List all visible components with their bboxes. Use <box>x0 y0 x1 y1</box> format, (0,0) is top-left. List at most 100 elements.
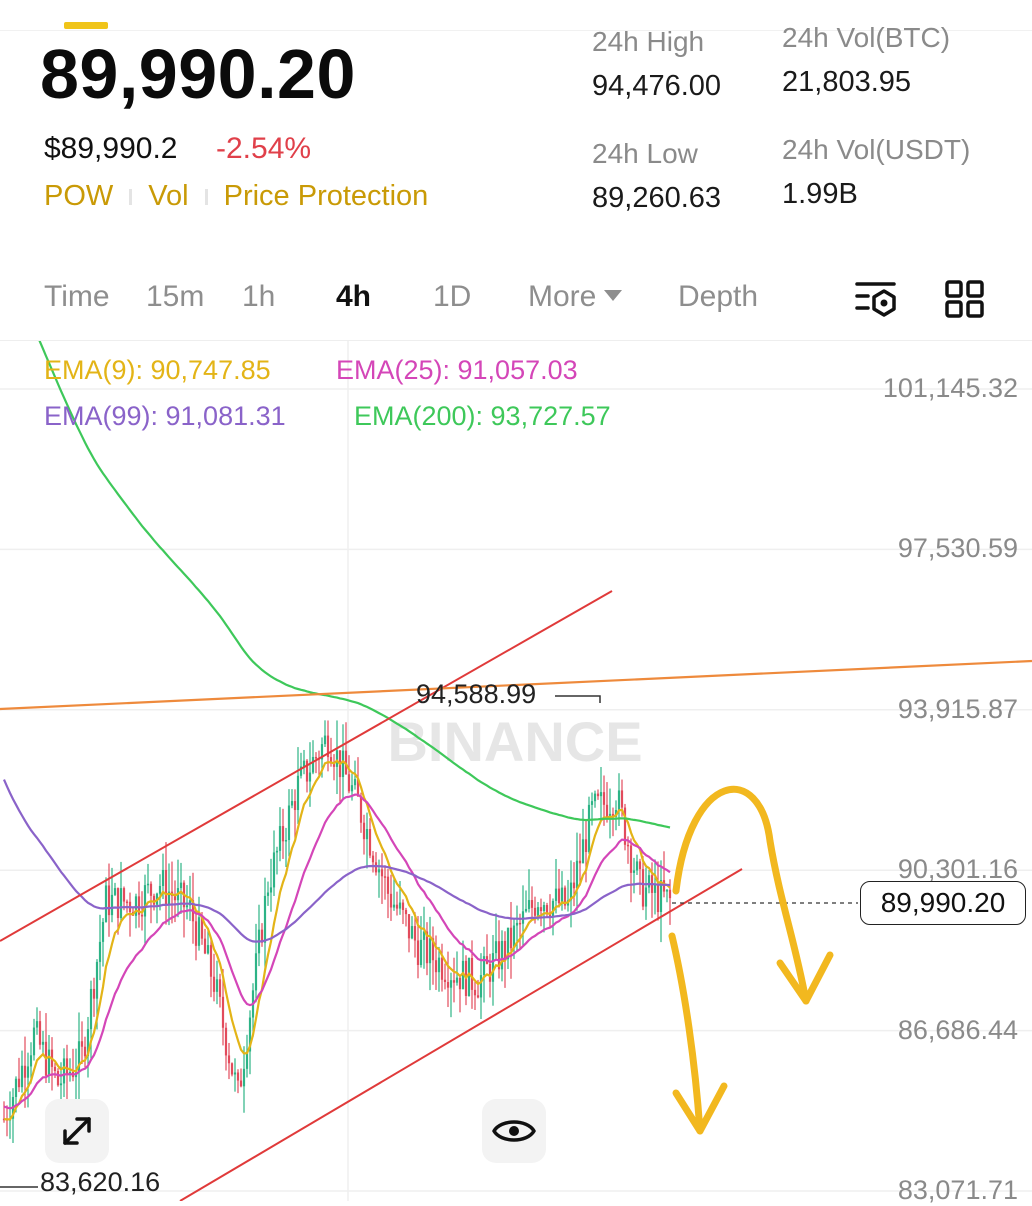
price-axis-tick: 90,301.16 <box>897 854 1018 884</box>
candle-body <box>248 1017 252 1052</box>
candle-body <box>554 888 558 901</box>
candle-body <box>26 1066 30 1078</box>
high-marker-label: 94,588.99 <box>416 679 537 709</box>
price-axis-tick: 97,530.59 <box>897 533 1018 563</box>
candle-body <box>644 887 648 907</box>
candle-body <box>428 938 432 964</box>
visibility-toggle-button[interactable] <box>482 1099 546 1163</box>
candle-body <box>440 957 444 980</box>
candle-body <box>374 862 378 873</box>
candle-body <box>107 885 111 916</box>
candle-body <box>632 870 636 873</box>
tab-1d[interactable]: 1D <box>433 280 472 313</box>
candle-body <box>227 1055 231 1064</box>
candle-body <box>194 921 198 946</box>
candle-body <box>434 960 438 973</box>
arrow-bounce-path <box>672 785 810 1005</box>
candle-body <box>311 756 315 773</box>
candle-body <box>383 876 387 878</box>
candle-body <box>278 826 282 851</box>
tab-more-label: More <box>528 280 597 313</box>
candle-body <box>416 940 420 965</box>
candle-body <box>605 804 609 818</box>
candle-body <box>200 917 204 939</box>
candle-body <box>365 829 369 840</box>
candle-body <box>389 893 393 908</box>
candle-body <box>302 760 306 767</box>
candle-body <box>563 887 567 906</box>
tag-pow[interactable]: POW <box>44 180 114 212</box>
candle-body <box>659 880 663 913</box>
candle-body <box>452 980 456 983</box>
candle-body <box>425 931 429 964</box>
candle-body <box>323 735 327 745</box>
candle-body <box>479 975 483 998</box>
candle-body <box>335 750 339 767</box>
candle-body <box>269 887 273 893</box>
candle-body <box>404 909 408 915</box>
candle-body <box>32 1027 36 1056</box>
candle-body <box>476 995 480 998</box>
watermark: BINANCE <box>387 710 642 773</box>
price-change: -2.54% <box>216 132 312 165</box>
candle-body <box>161 870 165 886</box>
candle-body <box>470 957 474 990</box>
candle-body <box>542 905 546 912</box>
candle-body <box>341 750 345 778</box>
candle-body <box>473 989 477 996</box>
candle-body <box>152 895 156 905</box>
stat-high-label: 24h High <box>592 26 705 57</box>
candle-body <box>536 907 540 916</box>
candle-body <box>293 801 297 811</box>
tab-1h[interactable]: 1h <box>242 280 276 313</box>
candle-body <box>68 1071 72 1074</box>
candle-body <box>329 757 333 764</box>
candle-body <box>653 884 657 893</box>
stat-high-value: 94,476.00 <box>592 70 722 102</box>
candle-body <box>221 996 225 1028</box>
candle-body <box>443 979 447 983</box>
chevron-down-icon <box>604 289 623 301</box>
candle-body <box>584 839 588 853</box>
candle-body <box>629 845 633 873</box>
candle-body <box>281 826 285 842</box>
candle-body <box>581 839 585 864</box>
candles <box>2 720 672 1143</box>
candle-body <box>77 1041 81 1073</box>
candle-body <box>158 885 162 894</box>
tab-time[interactable]: Time <box>44 280 110 313</box>
candle-body <box>140 914 144 917</box>
candle-body <box>521 911 525 924</box>
candle-body <box>419 939 423 965</box>
arrow-bounce-head <box>776 951 834 1005</box>
indicator-settings-icon[interactable] <box>854 278 900 325</box>
candle-body <box>353 779 357 786</box>
grid-layout-icon[interactable] <box>945 280 985 323</box>
candle-body <box>20 1065 24 1088</box>
ema99-label: EMA(99): 91,081.31 <box>44 401 286 431</box>
price-axis-tick: 101,145.32 <box>882 373 1018 403</box>
candlestick-chart[interactable]: BINANCE <box>0 341 1032 1201</box>
tab-depth[interactable]: Depth <box>678 280 759 313</box>
tab-15m[interactable]: 15m <box>146 280 205 313</box>
candle-body <box>494 941 498 954</box>
candle-body <box>602 792 606 805</box>
candle-body <box>125 901 129 904</box>
price-chart[interactable]: BINANCE EMA(9): 90,747.85 EMA(25): 91,05… <box>0 340 1032 1205</box>
ema25-label: EMA(25): 91,057.03 <box>336 355 578 385</box>
candle-body <box>572 882 576 889</box>
price-axis-tick: 86,686.44 <box>897 1015 1018 1045</box>
candle-body <box>266 892 270 896</box>
tag-vol[interactable]: Vol <box>148 180 189 212</box>
candle-body <box>272 852 276 888</box>
candle-body <box>320 744 324 760</box>
candle-body <box>347 774 351 792</box>
tab-more[interactable]: More <box>528 280 623 314</box>
candle-body <box>233 1072 237 1075</box>
tag-price-protection[interactable]: Price Protection <box>223 180 429 212</box>
expand-chart-button[interactable] <box>45 1099 109 1163</box>
candle-body <box>515 922 519 926</box>
candle-body <box>110 894 114 916</box>
candle-body <box>551 900 555 917</box>
tab-4h[interactable]: 4h <box>336 280 372 313</box>
